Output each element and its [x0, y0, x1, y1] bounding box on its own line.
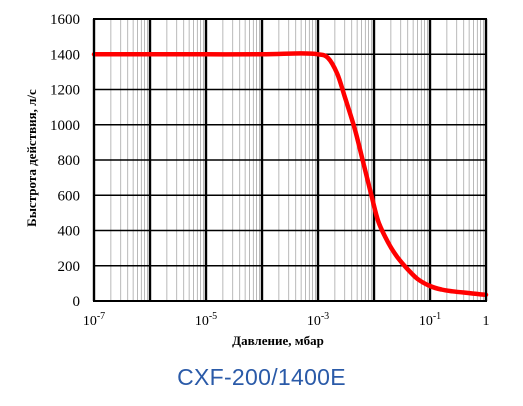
- y-tick-label: 1400: [50, 47, 80, 63]
- y-axis-title: Быстрота действия, л/с: [24, 89, 39, 227]
- x-tick-label: 10-3: [307, 311, 329, 329]
- y-tick-label: 400: [58, 224, 81, 240]
- model-caption: CXF-200/1400E: [177, 364, 346, 390]
- series-layer: [91, 51, 489, 298]
- x-tick-label: 10-7: [83, 311, 105, 329]
- y-tick-label: 800: [58, 153, 81, 169]
- y-tick-label: 1600: [50, 12, 80, 28]
- axes: [93, 18, 487, 302]
- tick-labels: 0 200 400 600 800 1000 1200 1400 1600 10-7 10-5 10-…: [50, 12, 490, 329]
- y-tick-label: 1200: [50, 83, 80, 99]
- plot-frame: [93, 18, 487, 302]
- x-tick-label: 1: [483, 314, 490, 329]
- x-tick-label: 10-1: [419, 311, 441, 329]
- x-axis-title: Давление, мбар: [232, 333, 324, 348]
- y-tick-label: 1000: [50, 118, 80, 134]
- y-tick-label: 600: [58, 188, 81, 204]
- series-line: [91, 51, 489, 298]
- grid: [92, 18, 488, 302]
- y-tick-label: 200: [58, 259, 81, 275]
- y-tick-label: 0: [73, 294, 81, 310]
- x-tick-label: 10-5: [195, 311, 217, 329]
